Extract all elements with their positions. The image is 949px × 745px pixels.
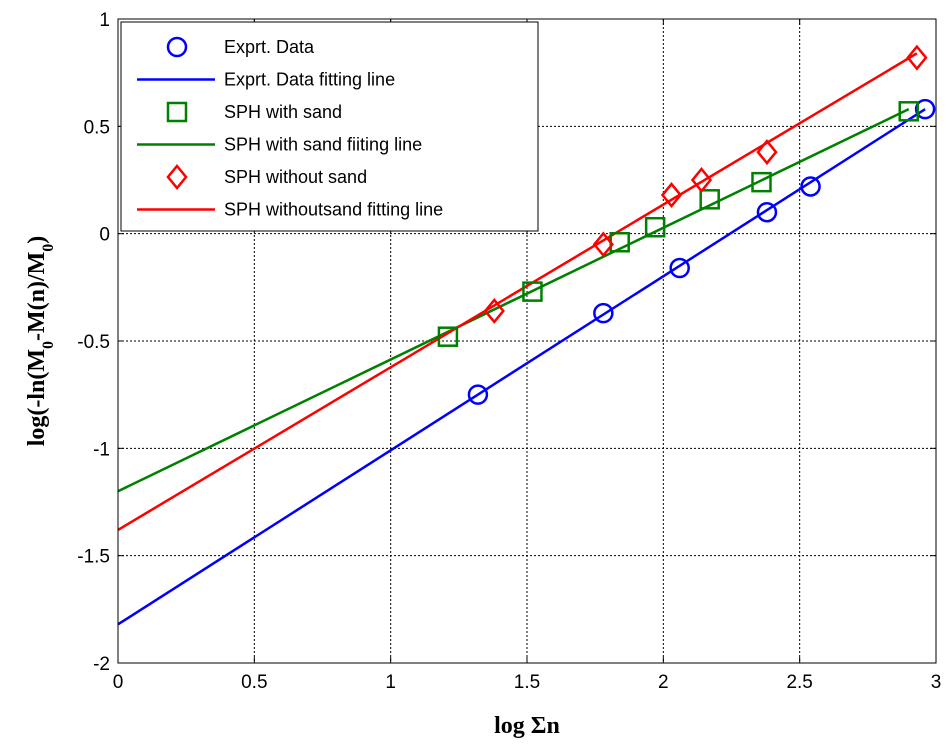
y-axis-title-part: 0 <box>40 244 57 252</box>
x-axis-title: log Σn <box>494 713 560 739</box>
legend-label: SPH with sand fiiting line <box>224 135 422 155</box>
y-axis-title-part: -M(n)/M <box>24 252 50 341</box>
series-layer <box>117 44 936 626</box>
data-point-diamond <box>690 167 713 193</box>
data-point-diamond <box>906 44 928 71</box>
legend-marker-swatch <box>166 36 188 58</box>
data-point-square <box>522 281 543 302</box>
x-tick-label: 0 <box>113 672 124 693</box>
data-point-square <box>644 216 666 238</box>
data-point-diamond <box>660 182 683 208</box>
x-tick-label: 2 <box>658 672 669 693</box>
axis-ticks: 0 0.5 1 1.5 2 2.5 3 -2 -1.5 -1 -0.5 0 0.5 1 <box>77 10 941 693</box>
legend-box <box>120 21 539 232</box>
x-tick-label: 0.5 <box>241 672 267 693</box>
data-point-diamond <box>483 297 505 324</box>
series-line-1 <box>117 108 926 626</box>
data-point-circle <box>669 257 690 279</box>
y-axis-title-part: ) <box>24 236 50 244</box>
y-tick-label: 1 <box>99 10 110 31</box>
y-tick-label: -1 <box>93 439 110 460</box>
legend-label: SPH without sand <box>224 167 367 187</box>
legend: Exprt. Data Exprt. Data fitting line SPH w… <box>120 21 539 232</box>
legend-label: Exprt. Data <box>224 37 315 57</box>
legend-label: SPH with sand <box>224 102 342 122</box>
y-tick-label: -0.5 <box>77 332 110 353</box>
data-point-circle <box>593 302 614 324</box>
y-tick-label: 0.5 <box>84 117 110 138</box>
legend-marker-swatch <box>166 101 188 123</box>
data-point-square <box>437 326 459 347</box>
legend-label: SPH withoutsand fitting line <box>224 200 443 220</box>
data-point-diamond <box>756 139 778 166</box>
x-tick-label: 2.5 <box>786 672 812 693</box>
data-point-square <box>699 189 720 210</box>
y-axis-title-part: log(-ln(M <box>24 349 50 446</box>
data-point-circle <box>467 384 489 405</box>
y-tick-label: -1.5 <box>77 547 110 568</box>
series-line-3 <box>117 108 910 493</box>
data-point-square <box>751 171 772 193</box>
data-point-diamond <box>592 231 614 258</box>
data-point-circle <box>756 201 778 223</box>
y-tick-label: -2 <box>93 654 110 675</box>
legend-label: Exprt. Data fitting line <box>224 70 395 90</box>
grid <box>118 19 936 663</box>
y-axis-title: log(-ln(M0-M(n)/M0) <box>24 236 57 447</box>
series-line-5 <box>117 52 918 531</box>
x-tick-label: 1.5 <box>514 672 540 693</box>
y-tick-label: 0 <box>99 225 110 246</box>
x-tick-label: 1 <box>385 672 396 693</box>
data-point-square <box>898 101 919 122</box>
legend-marker-swatch <box>166 164 188 190</box>
data-point-circle <box>800 176 821 197</box>
x-tick-label: 3 <box>931 672 942 693</box>
data-point-circle <box>914 98 936 120</box>
y-axis-title-part: 0 <box>40 341 57 349</box>
